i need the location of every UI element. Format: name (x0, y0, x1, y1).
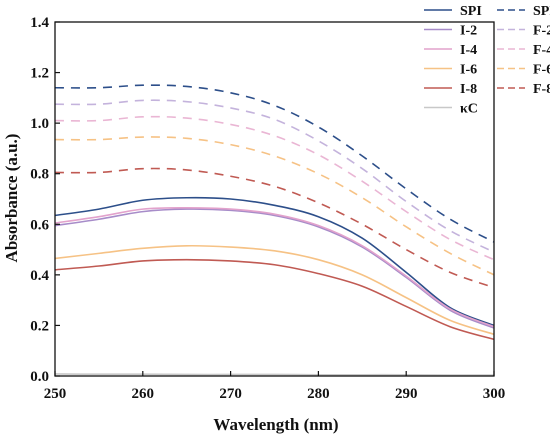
legend-label: F-2 (533, 24, 550, 39)
legend-label: F-4 (533, 43, 550, 58)
legend-label: I-2 (460, 24, 477, 39)
series-line-0 (54, 196, 495, 327)
series-line-2 (54, 208, 495, 329)
series-line-5 (54, 115, 495, 261)
x-tick-label: 270 (219, 386, 242, 402)
y-tick-label: 0.6 (30, 217, 49, 233)
x-tick-label: 300 (483, 386, 506, 402)
legend-label: I-8 (460, 82, 477, 97)
y-tick-label: 1.2 (30, 66, 49, 82)
x-tick-label: 250 (44, 386, 67, 402)
legend: SPI SPF I-2 F-2 I-4 F-4 I-6 F-6 I-8 F-8 κC (424, 4, 550, 117)
series-line-1 (54, 84, 495, 243)
y-tick-label: 0.4 (30, 268, 49, 284)
y-tick-label: 0.8 (30, 167, 49, 183)
legend-label: I-4 (460, 43, 477, 58)
y-tick-label: 1.4 (30, 15, 49, 31)
y-tick-label: 1.0 (30, 116, 49, 132)
legend-label: κC (460, 102, 478, 117)
x-tick-label: 290 (395, 386, 418, 402)
legend-label: SPF (533, 4, 550, 19)
x-axis-label: Wavelength (nm) (213, 415, 338, 434)
series-line-4 (54, 207, 495, 328)
series-line-3 (54, 99, 495, 253)
series-line-8 (54, 258, 495, 341)
series-line-6 (54, 244, 495, 336)
legend-label: SPI (460, 4, 482, 19)
x-tick-label: 260 (132, 386, 155, 402)
series-line-10 (54, 373, 495, 376)
y-axis-label: Absorbance (a.u.) (2, 134, 21, 263)
y-tick-label: 0.2 (30, 318, 49, 334)
legend-label: F-8 (533, 82, 550, 97)
tick-layer: 250 260 270 280 290 300 0.0 0.2 0.4 0.6 0.8 1.0 1.2 1… (30, 15, 505, 402)
series-line-7 (54, 136, 495, 276)
legend-label: I-6 (460, 63, 477, 78)
plot-frame (54, 21, 495, 377)
y-tick-label: 0.0 (30, 369, 49, 385)
series-layer (54, 84, 495, 376)
legend-label: F-6 (533, 63, 550, 78)
series-line-9 (54, 167, 495, 289)
x-tick-label: 280 (307, 386, 330, 402)
